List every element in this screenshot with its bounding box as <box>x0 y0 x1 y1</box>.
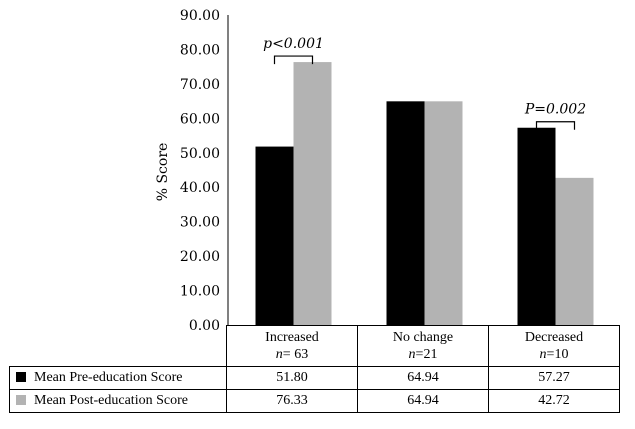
bars <box>255 62 594 325</box>
y-axis-label: % Score <box>155 143 171 202</box>
table-row-post: Mean Post-education Score 76.33 64.94 42… <box>9 389 620 413</box>
data-label: 76.33 <box>226 389 358 413</box>
bar <box>293 62 332 325</box>
data-label: 64.94 <box>357 389 489 413</box>
category-n: n= 63 <box>275 347 309 362</box>
category-n: n=21 <box>408 347 438 362</box>
table-corner-cell <box>10 326 227 367</box>
category-cell-decreased: Decreased n=10 <box>488 325 620 367</box>
y-tick-label: 90.00 <box>180 8 220 24</box>
significance-bracket <box>535 121 576 130</box>
data-label: 64.94 <box>357 366 489 390</box>
data-label: 57.27 <box>488 366 620 390</box>
bar <box>424 101 463 325</box>
y-tick-label: 60.00 <box>180 111 220 127</box>
y-tick-label: 0.00 <box>189 318 220 330</box>
category-name: Increased <box>265 330 319 345</box>
y-tick-label: 70.00 <box>180 77 220 93</box>
y-tick-label: 20.00 <box>180 249 220 265</box>
table-category-row: Increased n= 63 No change n=21 Decreased… <box>10 325 620 367</box>
data-label: 42.72 <box>488 389 620 413</box>
category-cell-no-change: No change n=21 <box>357 325 489 367</box>
y-tick-label: 80.00 <box>180 42 220 58</box>
data-label: 51.80 <box>226 366 358 390</box>
y-tick-label: 10.00 <box>180 284 220 300</box>
y-tick-label: 30.00 <box>180 215 220 231</box>
p-value-label: p<0.001 <box>263 36 324 52</box>
bar <box>386 101 425 325</box>
category-name: No change <box>392 330 454 345</box>
category-n: n=10 <box>539 347 569 362</box>
category-cell-increased: Increased n= 63 <box>226 325 358 367</box>
legend-post-education: Mean Post-education Score <box>9 389 227 413</box>
data-table: Increased n= 63 No change n=21 Decreased… <box>9 325 620 413</box>
y-tick-label: 40.00 <box>180 180 220 196</box>
y-tick-label: 50.00 <box>180 146 220 162</box>
table-row-pre: Mean Pre-education Score 51.80 64.94 57.… <box>9 366 620 390</box>
bar <box>517 127 556 325</box>
bar-chart: % Score 0.00 10.00 20.00 30.00 40.00 50.00 60.… <box>155 8 594 330</box>
bar <box>555 177 594 325</box>
legend-pre-education: Mean Pre-education Score <box>9 366 227 390</box>
p-value-label: P=0.002 <box>524 102 586 118</box>
category-name: Decreased <box>524 330 584 345</box>
y-ticks: 0.00 10.00 20.00 30.00 40.00 50.00 60.00 70.00 8… <box>180 8 220 330</box>
significance-bracket <box>273 55 314 65</box>
annotations: p<0.001 P=0.002 <box>263 36 586 130</box>
bar <box>255 146 294 325</box>
legend-swatch-gray <box>16 394 26 405</box>
legend-swatch-black <box>16 371 26 382</box>
